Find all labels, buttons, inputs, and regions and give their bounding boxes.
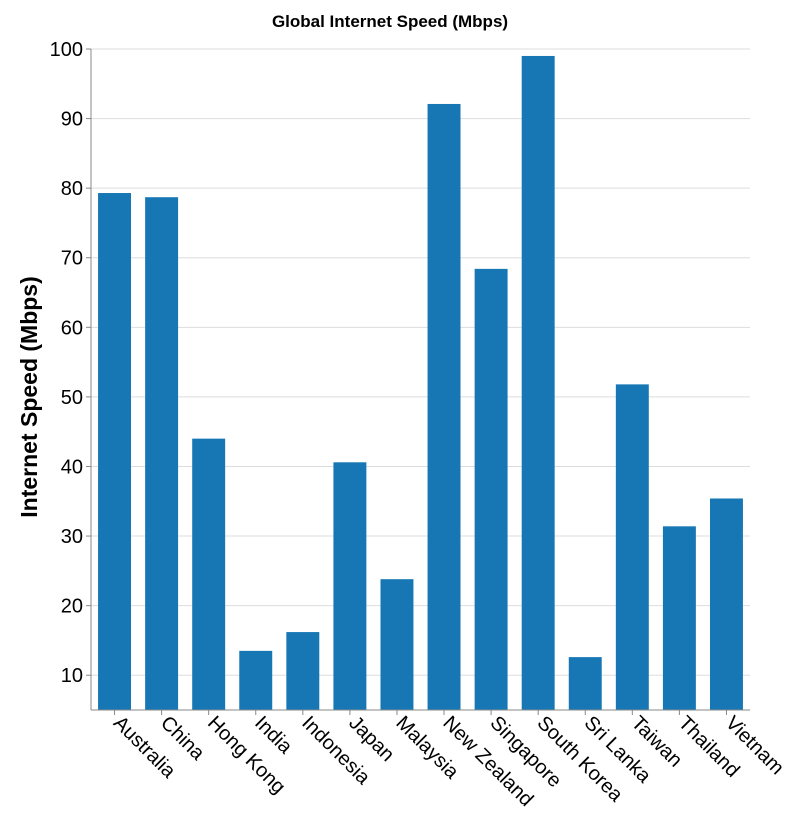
bar-hong-kong: [192, 438, 226, 710]
y-tick-label: 50: [61, 387, 83, 409]
gridlines: [91, 48, 750, 676]
y-tick-label: 40: [61, 456, 83, 478]
bar-vietnam: [709, 498, 743, 710]
bar-indonesia: [286, 632, 320, 710]
bar-japan: [333, 462, 367, 710]
bar-australia: [98, 193, 132, 710]
axes: [90, 49, 750, 711]
bars: [98, 55, 743, 711]
y-tick-label: 90: [61, 109, 83, 131]
bar-thailand: [662, 526, 696, 710]
bar-china: [145, 197, 179, 711]
y-axis-label: Internet Speed (Mbps): [16, 276, 42, 518]
bar-singapore: [474, 268, 508, 710]
y-tick-label: 30: [61, 526, 83, 548]
y-tick-label: 80: [61, 178, 83, 200]
bar-south-korea: [521, 55, 555, 711]
bar-malaysia: [380, 579, 414, 710]
bar-taiwan: [615, 384, 649, 710]
bar-new-zealand: [427, 103, 461, 711]
y-tick-label: 20: [61, 596, 83, 618]
bar-sri-lanka: [568, 657, 602, 710]
y-tick-label: 100: [50, 39, 83, 61]
chart-title: Global Internet Speed (Mbps): [272, 12, 508, 31]
y-tick-label: 10: [61, 665, 83, 687]
y-tick-label: 60: [61, 317, 83, 339]
y-axis-ticks: 10 20 30 40 50 60 70 80 90 100: [50, 39, 91, 687]
bar-india: [239, 650, 273, 710]
y-tick-label: 70: [61, 248, 83, 270]
